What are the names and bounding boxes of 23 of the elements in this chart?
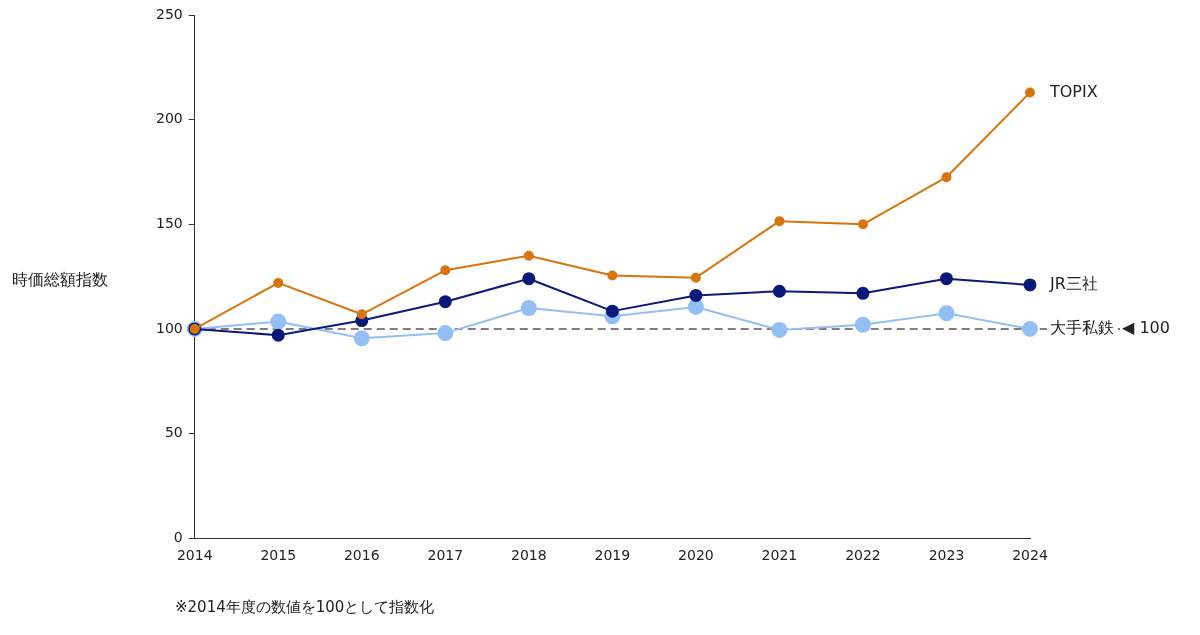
y-tick-label: 150 <box>155 214 183 231</box>
x-tick-label: 2014 <box>176 547 213 564</box>
y-tick-label: 100 <box>155 319 183 336</box>
text: ※2014年度の数値を100として指数化 <box>175 598 435 617</box>
y-tick-label: 200 <box>155 110 183 127</box>
x-tick-label: 2017 <box>427 547 464 564</box>
y-axis-title: 時価総額指数 <box>12 270 108 291</box>
series-label: JR三社 <box>1049 274 1098 294</box>
x-tick-label: 2023 <box>928 547 965 564</box>
x-tick-label: 2020 <box>678 547 714 564</box>
y-tick-label: 50 <box>164 424 183 441</box>
x-tick-label: 2015 <box>260 547 297 564</box>
y-tick-label: 250 <box>155 5 183 22</box>
x-tick-label: 2024 <box>1012 547 1048 564</box>
y-tick-label: 0 <box>173 528 183 545</box>
x-tick-label: 2022 <box>845 547 881 564</box>
x-tick-label: 2018 <box>511 547 547 564</box>
ref-line-label: ◀ 100 <box>1122 318 1170 338</box>
x-tick-label: 2021 <box>761 547 798 564</box>
series-label: TOPIX <box>1049 81 1098 101</box>
x-tick-label: 2019 <box>594 547 631 564</box>
x-tick-label: 2016 <box>343 547 380 564</box>
series-label: 大手私鉄 <box>1050 318 1114 338</box>
